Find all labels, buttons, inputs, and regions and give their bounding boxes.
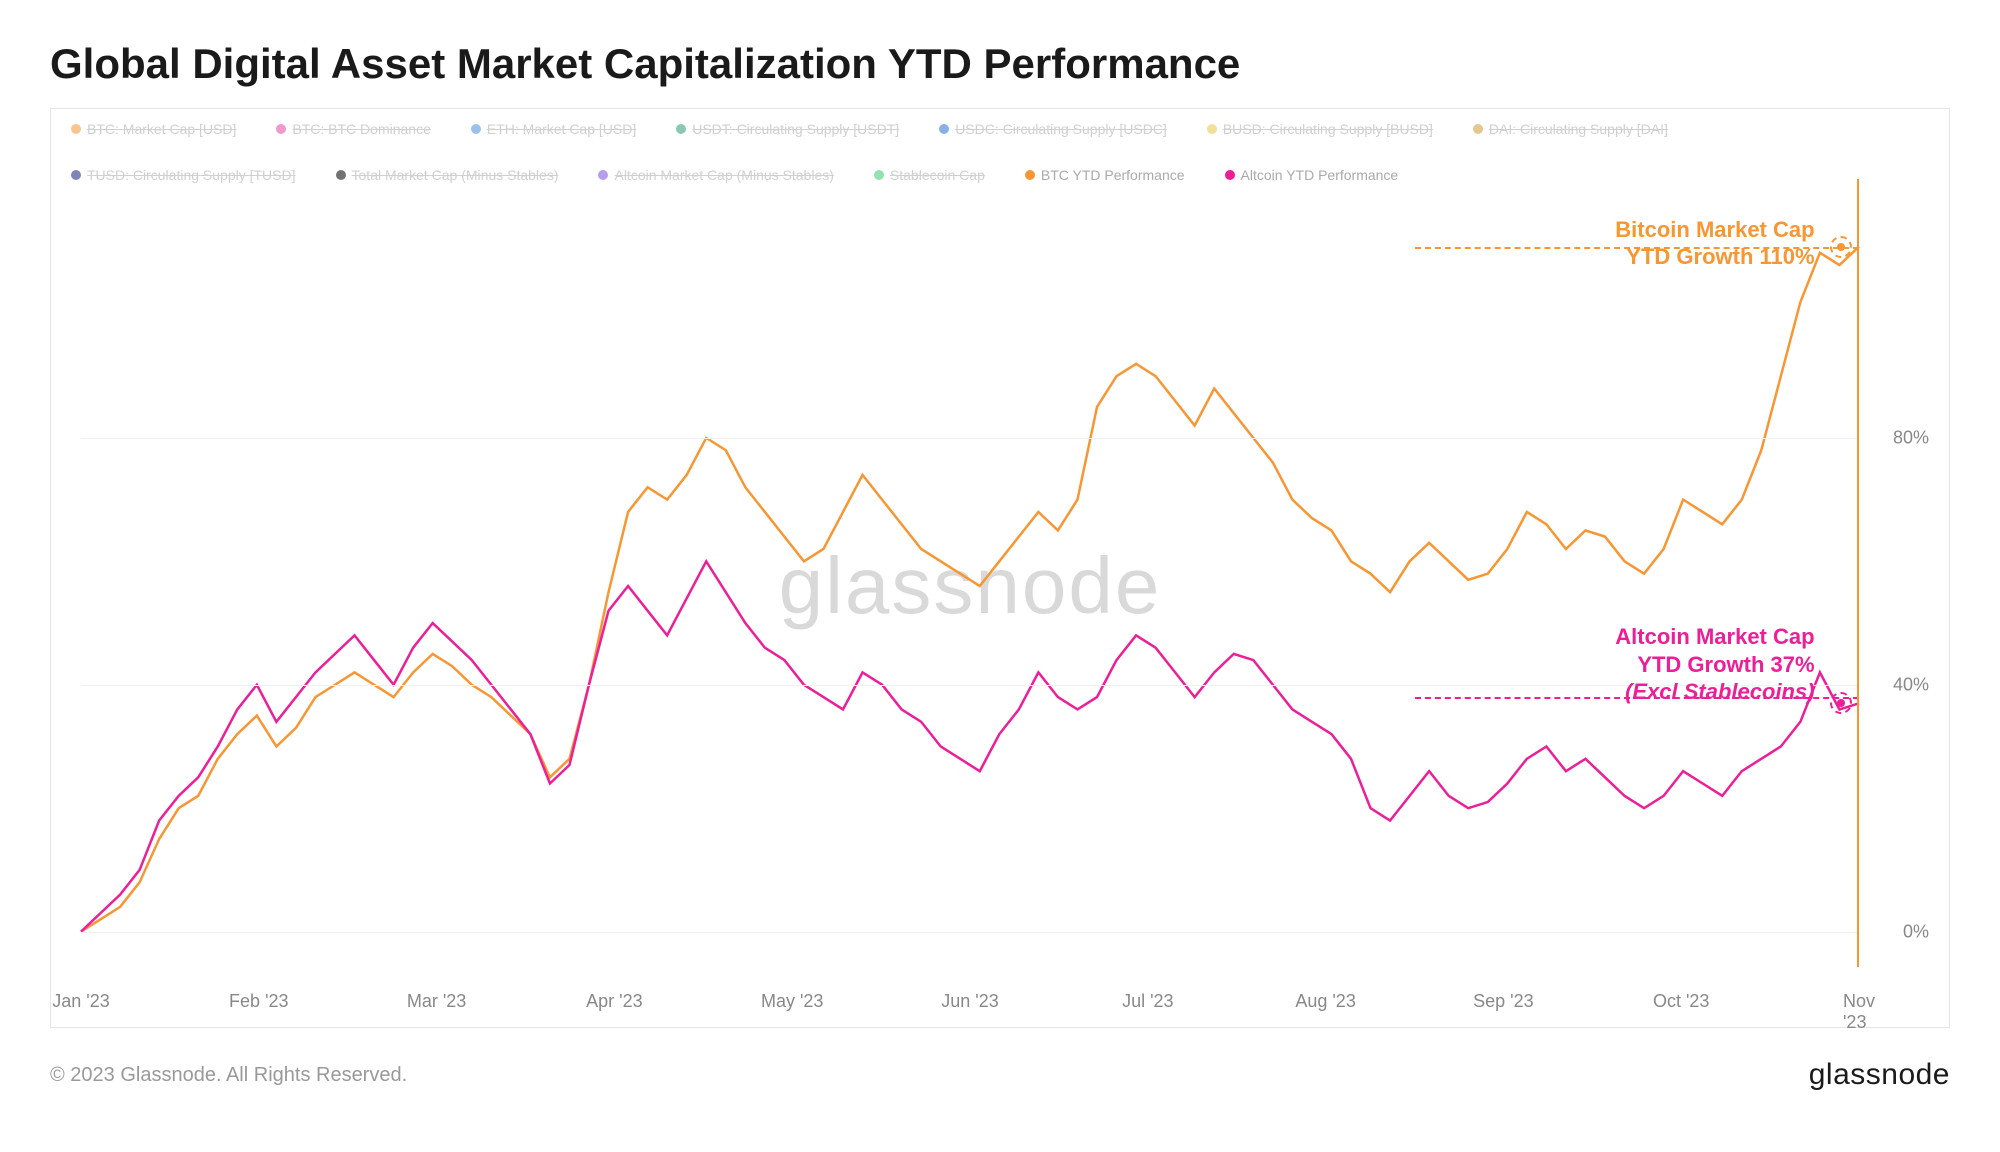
x-axis: Jan '23Feb '23Mar '23Apr '23May '23Jun '…	[81, 981, 1859, 1021]
legend-item[interactable]: Altcoin YTD Performance	[1225, 167, 1399, 183]
legend-label: BUSD: Circulating Supply [BUSD]	[1223, 121, 1433, 137]
legend-label: USDC: Circulating Supply [USDC]	[955, 121, 1167, 137]
chart-title: Global Digital Asset Market Capitalizati…	[50, 40, 1950, 88]
legend-item[interactable]: TUSD: Circulating Supply [TUSD]	[71, 167, 296, 183]
legend-dot	[1473, 124, 1483, 134]
legend-label: DAI: Circulating Supply [DAI]	[1489, 121, 1668, 137]
gridline	[81, 438, 1859, 439]
legend-dot	[71, 124, 81, 134]
legend-label: BTC: BTC Dominance	[292, 121, 430, 137]
legend-label: USDT: Circulating Supply [USDT]	[692, 121, 899, 137]
legend: BTC: Market Cap [USD] BTC: BTC Dominance E…	[51, 109, 1949, 191]
legend-item[interactable]: USDT: Circulating Supply [USDT]	[676, 121, 899, 137]
series-line	[81, 247, 1859, 932]
legend-dot	[874, 170, 884, 180]
copyright: © 2023 Glassnode. All Rights Reserved.	[50, 1064, 407, 1087]
legend-dot	[1225, 170, 1235, 180]
plot-area: glassnode 0%40%80%Bitcoin Market CapYTD …	[81, 191, 1859, 981]
gridline	[81, 932, 1859, 933]
series-line	[81, 561, 1859, 931]
legend-label: Stablecoin Cap	[890, 167, 985, 183]
legend-dot	[1025, 170, 1035, 180]
legend-item[interactable]: USDC: Circulating Supply [USDC]	[939, 121, 1167, 137]
y-tick-label: 0%	[1903, 921, 1929, 942]
brand-logo: glassnode	[1809, 1058, 1950, 1092]
x-tick-label: Nov '23	[1843, 991, 1875, 1033]
x-tick-label: Oct '23	[1653, 991, 1709, 1012]
x-tick-label: Jun '23	[941, 991, 998, 1012]
chart-svg	[81, 191, 1859, 981]
legend-label: BTC: Market Cap [USD]	[87, 121, 236, 137]
y-tick-label: 40%	[1893, 674, 1929, 695]
legend-dot	[471, 124, 481, 134]
legend-dot	[598, 170, 608, 180]
x-tick-label: Feb '23	[229, 991, 288, 1012]
right-axis-line	[1857, 179, 1859, 967]
footer: © 2023 Glassnode. All Rights Reserved. g…	[50, 1058, 1950, 1092]
x-tick-label: Apr '23	[586, 991, 642, 1012]
chart-container: BTC: Market Cap [USD] BTC: BTC Dominance E…	[50, 108, 1950, 1028]
x-tick-label: Mar '23	[407, 991, 466, 1012]
legend-dot	[1207, 124, 1217, 134]
legend-item[interactable]: BUSD: Circulating Supply [BUSD]	[1207, 121, 1433, 137]
legend-label: Altcoin Market Cap (Minus Stables)	[614, 167, 833, 183]
legend-label: BTC YTD Performance	[1041, 167, 1185, 183]
x-tick-label: May '23	[761, 991, 823, 1012]
legend-item[interactable]: Stablecoin Cap	[874, 167, 985, 183]
annotation-label: Bitcoin Market CapYTD Growth 110%	[1615, 216, 1814, 271]
legend-dot	[939, 124, 949, 134]
x-tick-label: Jan '23	[52, 991, 109, 1012]
annotation-label: Altcoin Market CapYTD Growth 37%(Excl St…	[1615, 623, 1814, 706]
legend-item[interactable]: BTC: Market Cap [USD]	[71, 121, 236, 137]
legend-dot	[676, 124, 686, 134]
legend-item[interactable]: DAI: Circulating Supply [DAI]	[1473, 121, 1668, 137]
x-tick-label: Jul '23	[1122, 991, 1173, 1012]
end-marker	[1830, 692, 1852, 714]
legend-dot	[336, 170, 346, 180]
legend-dot	[276, 124, 286, 134]
legend-item[interactable]: BTC: BTC Dominance	[276, 121, 430, 137]
legend-item[interactable]: BTC YTD Performance	[1025, 167, 1185, 183]
legend-item[interactable]: Total Market Cap (Minus Stables)	[336, 167, 559, 183]
y-tick-label: 80%	[1893, 427, 1929, 448]
legend-label: Total Market Cap (Minus Stables)	[352, 167, 559, 183]
x-tick-label: Aug '23	[1295, 991, 1356, 1012]
x-tick-label: Sep '23	[1473, 991, 1534, 1012]
legend-label: ETH: Market Cap [USD]	[487, 121, 636, 137]
end-marker	[1830, 236, 1852, 258]
legend-dot	[71, 170, 81, 180]
legend-label: TUSD: Circulating Supply [TUSD]	[87, 167, 296, 183]
legend-label: Altcoin YTD Performance	[1241, 167, 1399, 183]
legend-item[interactable]: ETH: Market Cap [USD]	[471, 121, 636, 137]
legend-item[interactable]: Altcoin Market Cap (Minus Stables)	[598, 167, 833, 183]
gridline	[81, 685, 1859, 686]
